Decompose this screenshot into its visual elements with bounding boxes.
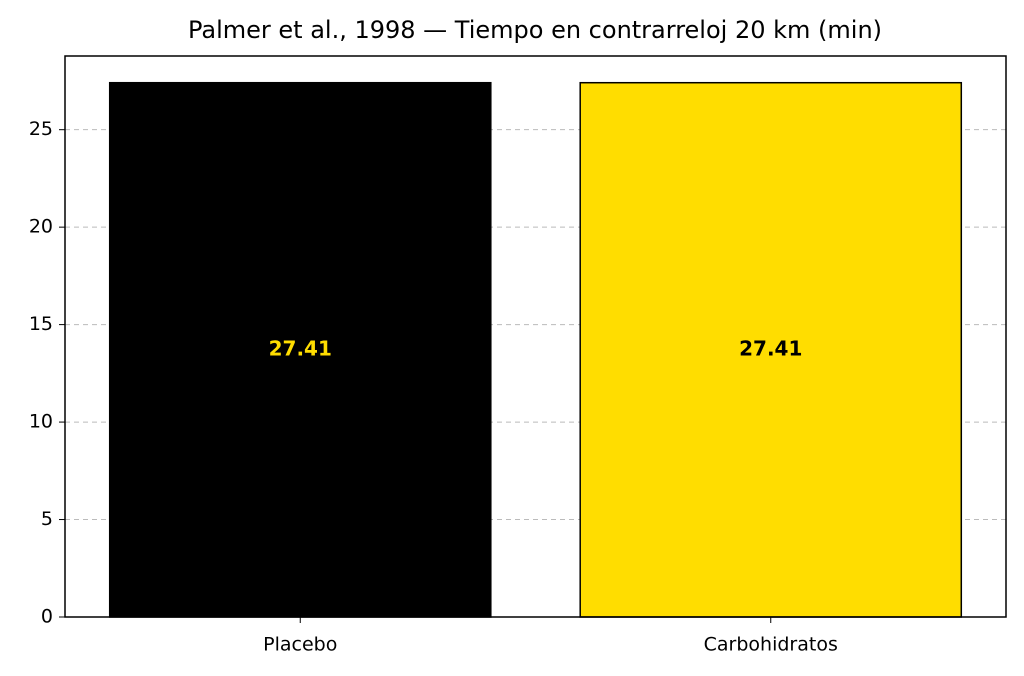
x-tick-label: Carbohidratos bbox=[704, 634, 838, 656]
bar bbox=[579, 81, 963, 618]
y-tick-label: 15 bbox=[29, 313, 53, 335]
chart-title: Palmer et al., 1998 — Tiempo en contrarr… bbox=[188, 16, 882, 44]
y-tick-label: 20 bbox=[29, 216, 53, 238]
y-tick-label: 10 bbox=[29, 411, 53, 433]
plot-frame bbox=[64, 55, 1007, 618]
y-tick-label: 5 bbox=[41, 508, 53, 530]
value-label: 27.41 bbox=[269, 336, 332, 360]
x-tick-label: Placebo bbox=[263, 634, 337, 656]
value-label: 27.41 bbox=[739, 336, 802, 360]
y-tick-label: 0 bbox=[41, 606, 53, 628]
y-tick-label: 25 bbox=[29, 118, 53, 140]
bar bbox=[108, 81, 492, 618]
